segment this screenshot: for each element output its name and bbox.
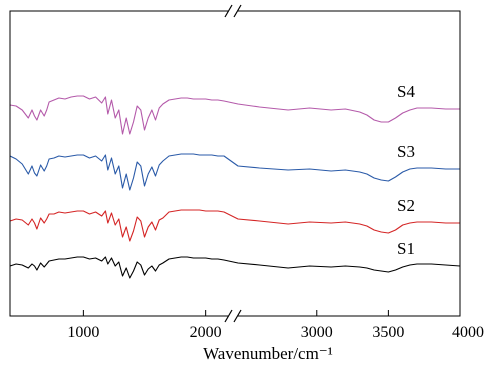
series-labels: S4 S3 S2 S1 — [397, 82, 415, 258]
series-label-s4: S4 — [397, 82, 415, 101]
series-label-s3: S3 — [397, 142, 415, 161]
axis-break-mark-top-1 — [224, 4, 233, 18]
spectrum-line-s1 — [9, 256, 461, 279]
spectrum-line-s2 — [9, 209, 460, 242]
x-tick-label-4000: 4000 — [452, 324, 484, 341]
axis-break-mark-bottom-2 — [233, 309, 242, 323]
series-label-s2: S2 — [397, 196, 415, 215]
x-tick-label-2000: 2000 — [190, 324, 222, 341]
spectrum-line-s3 — [9, 153, 460, 191]
spectra-group — [9, 95, 461, 279]
axis-break — [224, 4, 242, 323]
x-tick-label-1000: 1000 — [67, 324, 99, 341]
spectrum-line-s4 — [9, 95, 460, 135]
series-label-s1: S1 — [397, 239, 415, 258]
x-tick-label-3000: 3000 — [301, 324, 333, 341]
x-axis-label: Wavenumber/cm⁻¹ — [203, 344, 333, 363]
x-axis-ticks: 1000 2000 3000 3500 4000 — [67, 310, 484, 341]
axis-break-gap-bottom — [229, 310, 238, 322]
axis-break-mark-bottom-1 — [224, 309, 233, 323]
axis-break-gap-top — [229, 5, 238, 17]
x-tick-label-3500: 3500 — [372, 324, 404, 341]
axis-break-mark-top-2 — [233, 4, 242, 18]
